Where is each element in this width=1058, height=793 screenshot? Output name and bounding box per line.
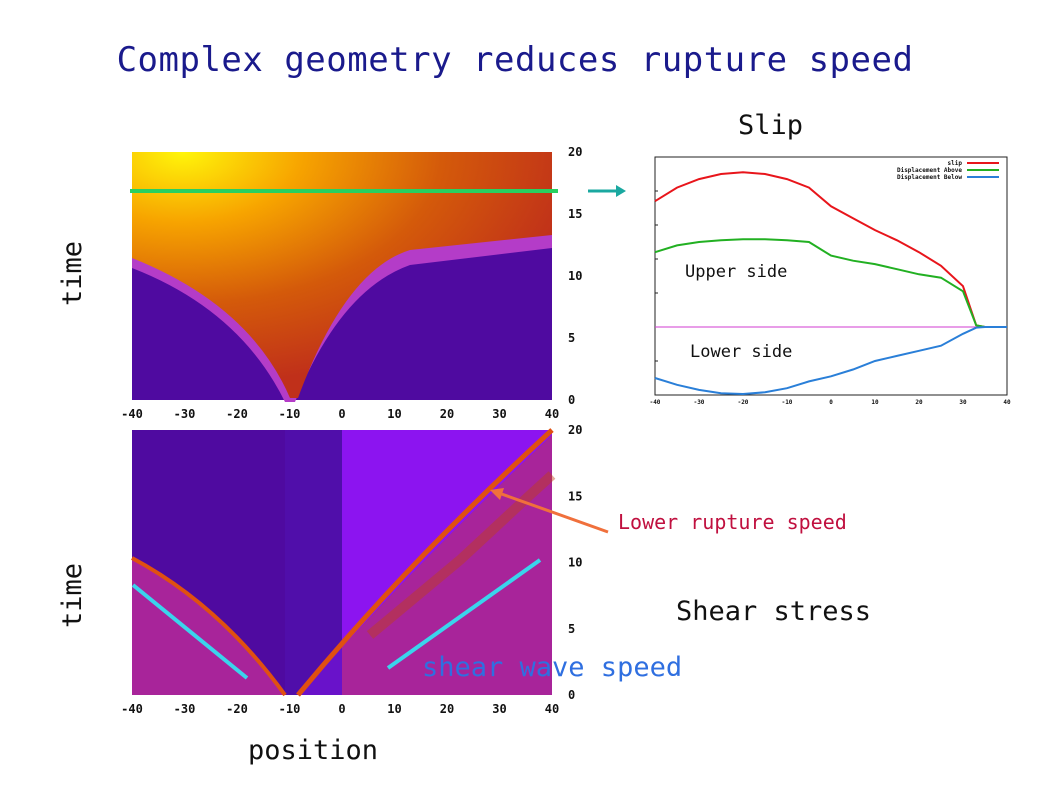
bottom-xtick: 0 <box>338 702 345 716</box>
bottom-ytick: 5 <box>568 622 575 636</box>
rupture-annotation: Lower rupture speed <box>618 510 847 534</box>
bottom-xtick: 40 <box>545 702 559 716</box>
slip-xtick: -20 <box>738 399 749 406</box>
slip-xtick: 20 <box>915 399 923 406</box>
shear-wave-annotation: shear wave speed <box>422 652 683 683</box>
bottom-ylabel: time <box>57 562 89 629</box>
top-xtick: 40 <box>545 407 559 421</box>
slip-xtick: 40 <box>1003 399 1011 406</box>
top-ytick: 5 <box>568 331 575 345</box>
bottom-ytick: 0 <box>568 688 575 702</box>
bottom-ytick: 15 <box>568 489 582 503</box>
slip-xtick: -30 <box>694 399 705 406</box>
bottom-ytick: 10 <box>568 556 582 570</box>
top-heatmap-hotzone <box>132 152 552 398</box>
bottom-xtick: 30 <box>492 702 506 716</box>
shear-wave-line-right <box>386 558 542 670</box>
rupture-arrow <box>490 488 609 534</box>
lower-side-label: Lower side <box>690 342 793 362</box>
right-rupture-trail <box>366 471 556 639</box>
bottom-heatmap-chart: 0 5 10 15 20 -40 -30 -20 -10 0 10 20 30 40 <box>121 423 582 716</box>
slip-series-line <box>654 171 1007 328</box>
top-ytick: 0 <box>568 393 575 407</box>
bottom-xlabel: position <box>248 735 379 766</box>
bottom-ytick: 20 <box>568 423 582 437</box>
slip-legend-label: Displacement Above <box>897 167 962 174</box>
bottom-xtick: -20 <box>226 702 248 716</box>
top-xtick: -10 <box>279 407 301 421</box>
top-ytick: 20 <box>568 145 582 159</box>
displacement-below-line <box>654 326 1007 395</box>
marker-arrow <box>588 185 626 197</box>
slip-xtick: -40 <box>650 399 661 406</box>
bottom-xtick: -40 <box>121 702 143 716</box>
top-ylabel: time <box>57 240 89 307</box>
top-xtick: 30 <box>492 407 506 421</box>
bottom-xtick: -10 <box>279 702 301 716</box>
slip-xtick: -10 <box>782 399 793 406</box>
slip-plot-frame <box>654 156 1008 396</box>
shear-stress-label: Shear stress <box>676 596 872 627</box>
page-title: Complex geometry reduces rupture speed <box>116 40 914 80</box>
bottom-xtick: 20 <box>440 702 454 716</box>
displacement-above-line <box>654 238 1007 328</box>
slip-xtick: 10 <box>871 399 879 406</box>
top-xtick: -20 <box>226 407 248 421</box>
top-heatmap-chart: 0 5 10 15 20 -40 -30 -20 -10 0 10 20 30 40 <box>121 145 582 421</box>
bottom-xtick: 10 <box>387 702 401 716</box>
slip-xtick: 0 <box>829 399 833 406</box>
left-rupture-front <box>131 556 287 697</box>
top-xtick: 10 <box>387 407 401 421</box>
top-ytick: 10 <box>568 269 582 283</box>
slip-xtick: 30 <box>959 399 967 406</box>
top-xtick: -40 <box>121 407 143 421</box>
top-xtick: 0 <box>338 407 345 421</box>
slip-legend-label: Displacement Below <box>897 174 962 181</box>
slip-heading: Slip <box>738 110 804 141</box>
slip-legend-label: slip <box>948 160 963 167</box>
top-xtick: 20 <box>440 407 454 421</box>
shear-wave-line-left <box>131 583 249 680</box>
top-xtick: -30 <box>174 407 196 421</box>
bottom-right-region <box>298 430 552 695</box>
bottom-xtick: -30 <box>174 702 196 716</box>
upper-side-label: Upper side <box>685 262 788 282</box>
top-ytick: 15 <box>568 207 582 221</box>
right-rupture-front <box>296 428 554 697</box>
